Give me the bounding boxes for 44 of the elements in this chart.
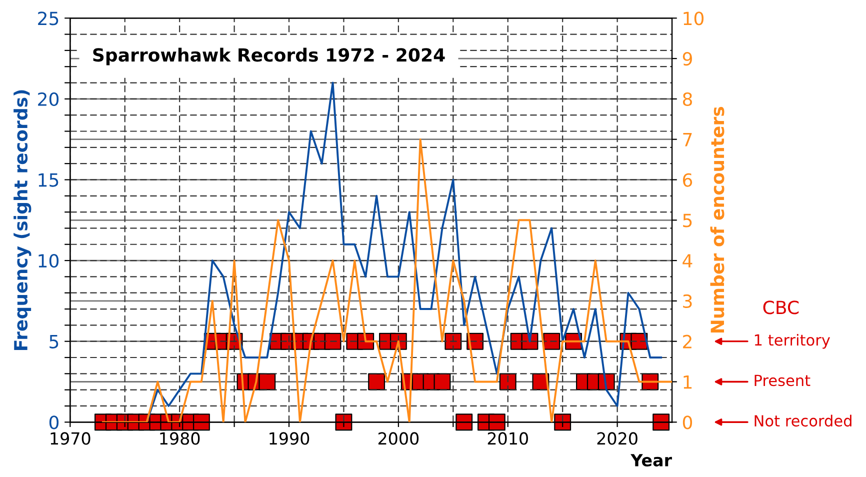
- y2-tick-label: 4: [682, 254, 692, 268]
- y2-tick-label: 9: [682, 52, 692, 66]
- y-tick-label: 10: [38, 254, 59, 268]
- y2-tick-label: 6: [683, 173, 692, 187]
- y2-tick-label: 0: [682, 416, 692, 430]
- text: Sparrowhawk Records 1972 - 2024: [93, 48, 445, 66]
- y2-tick-label: 1: [684, 375, 692, 389]
- y2-tick-label: 8: [682, 92, 692, 106]
- x-tick-label: 1970: [50, 432, 90, 445]
- point: [324, 332, 342, 350]
- text: CBC: [763, 300, 799, 314]
- y-tick-label: 25: [38, 12, 58, 26]
- y2-tick-label: 3: [683, 294, 692, 308]
- point: [456, 414, 473, 431]
- x-tick-label: 2000: [378, 432, 419, 445]
- y2-tick-label: 2: [683, 334, 692, 348]
- y-tick-label: 5: [50, 335, 58, 348]
- text: Not recorded: [754, 414, 852, 427]
- y-axis-title: Frequency (sight records): [14, 90, 32, 350]
- text: Present: [754, 374, 810, 386]
- x-axis-title: Year: [630, 454, 672, 466]
- x-tick-label: 2010: [488, 432, 528, 445]
- point: [192, 414, 210, 431]
- y-tick-label: 0: [49, 416, 59, 430]
- x-tick-label: 2020: [597, 432, 638, 445]
- point: [554, 414, 572, 431]
- y2-tick-label: 10: [684, 12, 704, 26]
- x-tick-label: 1990: [270, 432, 310, 445]
- point: [543, 332, 560, 350]
- x-tick-label: 1980: [160, 432, 200, 445]
- point: [499, 373, 516, 390]
- point: [335, 414, 352, 431]
- point: [444, 332, 462, 350]
- point: [258, 373, 276, 390]
- y-tick-label: 20: [38, 92, 59, 106]
- y2-tick-label: 7: [683, 133, 692, 146]
- y2-tick-label: 5: [683, 214, 692, 228]
- point: [434, 373, 451, 390]
- point: [488, 414, 506, 431]
- point: [368, 373, 386, 390]
- y-tick-label: 15: [38, 173, 58, 187]
- point: [652, 414, 670, 431]
- text: 1 territory: [754, 334, 830, 349]
- y2-axis-title: Number of encounters: [710, 106, 724, 333]
